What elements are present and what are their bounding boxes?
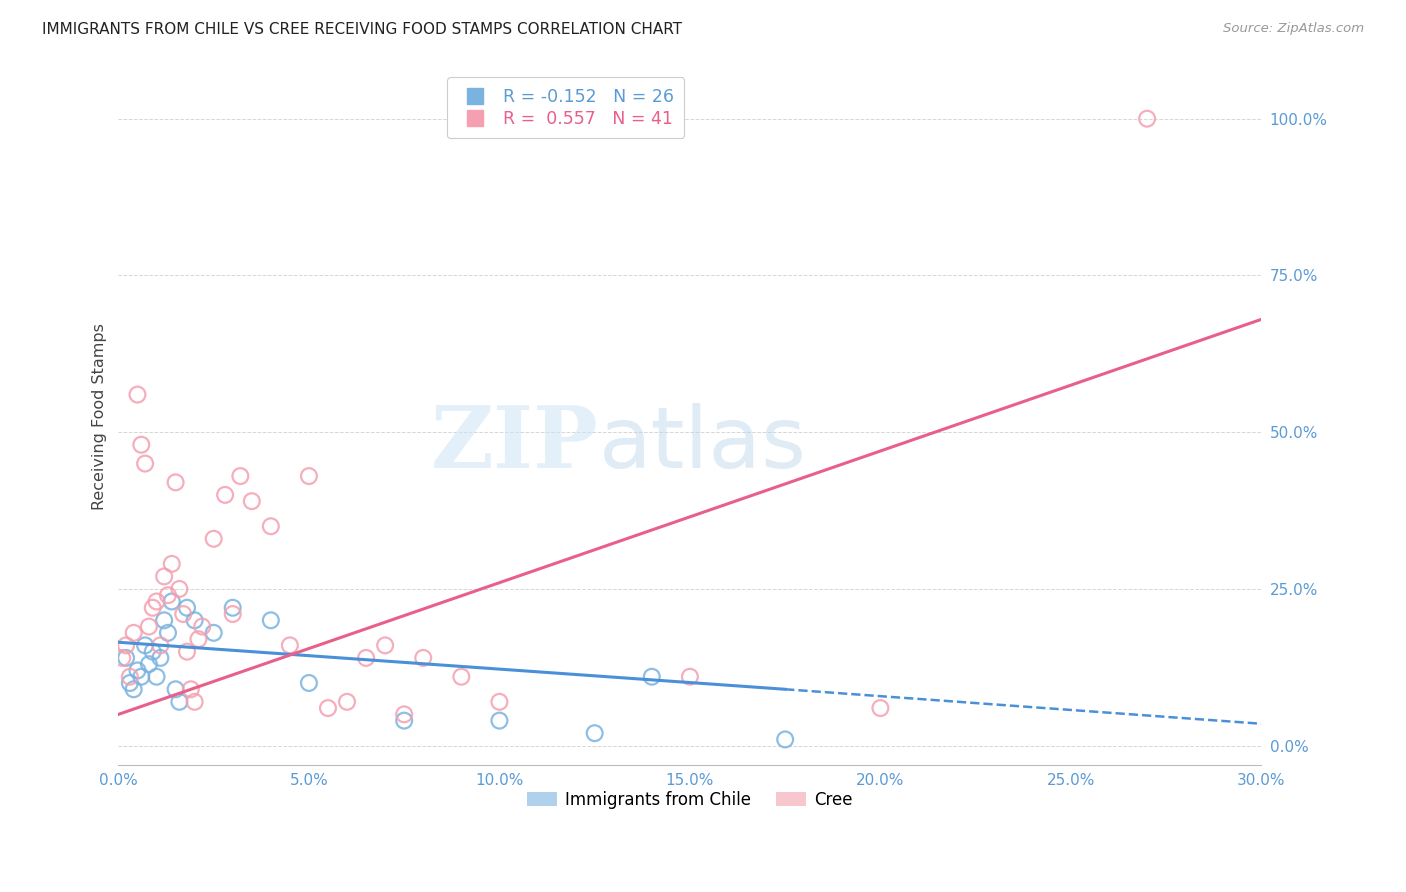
Point <box>149 639 172 653</box>
Point <box>298 676 321 690</box>
Point <box>488 714 510 728</box>
Point <box>392 707 415 722</box>
Point <box>202 532 225 546</box>
Point <box>183 613 205 627</box>
Point <box>153 569 176 583</box>
Point <box>127 664 149 678</box>
Point <box>142 600 165 615</box>
Point <box>1136 112 1159 126</box>
Point <box>354 651 377 665</box>
Y-axis label: Receiving Food Stamps: Receiving Food Stamps <box>93 323 107 510</box>
Point <box>278 639 301 653</box>
Point <box>336 695 359 709</box>
Point <box>180 682 202 697</box>
Point <box>129 438 152 452</box>
Point <box>773 732 796 747</box>
Point <box>169 695 191 709</box>
Point <box>392 714 415 728</box>
Point <box>202 625 225 640</box>
Point <box>129 670 152 684</box>
Point <box>122 682 145 697</box>
Point <box>298 469 321 483</box>
Point <box>156 588 179 602</box>
Point <box>214 488 236 502</box>
Point <box>145 594 167 608</box>
Point <box>138 657 160 672</box>
Point <box>183 695 205 709</box>
Point <box>869 701 891 715</box>
Point <box>222 607 245 621</box>
Point <box>127 387 149 401</box>
Point <box>118 676 141 690</box>
Point <box>149 651 172 665</box>
Point <box>583 726 606 740</box>
Point <box>172 607 194 621</box>
Point <box>222 600 245 615</box>
Point <box>118 670 141 684</box>
Point <box>111 651 134 665</box>
Point <box>142 645 165 659</box>
Point <box>450 670 472 684</box>
Point <box>260 519 283 533</box>
Text: Source: ZipAtlas.com: Source: ZipAtlas.com <box>1223 22 1364 36</box>
Point <box>156 625 179 640</box>
Point <box>374 639 396 653</box>
Point <box>145 670 167 684</box>
Legend: Immigrants from Chile, Cree: Immigrants from Chile, Cree <box>520 784 859 815</box>
Point <box>160 557 183 571</box>
Point <box>260 613 283 627</box>
Point <box>412 651 434 665</box>
Text: ZIP: ZIP <box>430 402 599 486</box>
Point <box>191 619 214 633</box>
Text: atlas: atlas <box>599 403 807 486</box>
Point <box>115 651 138 665</box>
Point <box>679 670 702 684</box>
Point <box>153 613 176 627</box>
Point <box>134 457 156 471</box>
Point <box>641 670 664 684</box>
Point <box>134 639 156 653</box>
Point <box>316 701 339 715</box>
Point <box>165 682 187 697</box>
Point <box>169 582 191 596</box>
Point <box>176 645 198 659</box>
Point <box>187 632 209 646</box>
Point <box>165 475 187 490</box>
Point <box>229 469 252 483</box>
Point <box>240 494 263 508</box>
Text: IMMIGRANTS FROM CHILE VS CREE RECEIVING FOOD STAMPS CORRELATION CHART: IMMIGRANTS FROM CHILE VS CREE RECEIVING … <box>42 22 682 37</box>
Point <box>138 619 160 633</box>
Point <box>115 639 138 653</box>
Point <box>122 625 145 640</box>
Point <box>160 594 183 608</box>
Point <box>488 695 510 709</box>
Point <box>176 600 198 615</box>
